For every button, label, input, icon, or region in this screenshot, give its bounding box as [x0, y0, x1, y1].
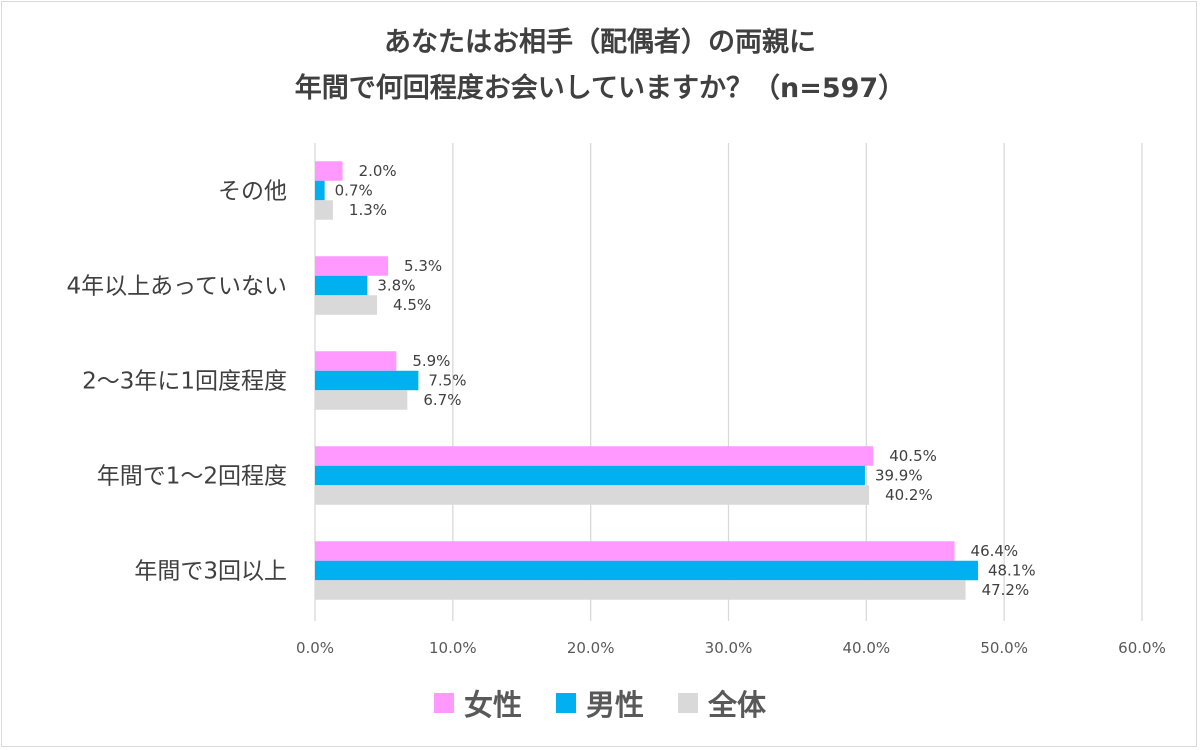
bar-全体	[315, 390, 408, 410]
bar-全体	[315, 580, 966, 600]
data-label: 48.1%	[988, 562, 1036, 580]
chart-title-line-2: 年間で何回程度お会いしていますか？（n=597）	[294, 73, 906, 104]
data-label: 5.3%	[404, 257, 442, 275]
category-label: 年間で3回以上	[134, 559, 287, 585]
bar-全体	[315, 295, 378, 315]
x-tick-label: 0.0%	[296, 639, 334, 657]
x-tick-label: 40.0%	[843, 639, 891, 657]
legend-swatch	[678, 693, 698, 713]
x-tick-label: 50.0%	[980, 639, 1028, 657]
category-label: 2〜3年に1回度程度	[82, 369, 287, 395]
legend-item: 全体	[678, 682, 766, 724]
bar-男性	[315, 275, 368, 296]
category-label: 4年以上あっていない	[67, 274, 287, 300]
bar-女性	[315, 256, 389, 276]
bar-男性	[315, 465, 865, 486]
data-label: 0.7%	[335, 182, 373, 200]
bar-女性	[315, 351, 397, 371]
x-tick-label: 60.0%	[1118, 639, 1166, 657]
legend-label: 女性	[463, 688, 522, 722]
data-label: 4.5%	[393, 296, 431, 314]
legend-label: 全体	[708, 688, 767, 722]
data-label: 47.2%	[982, 581, 1030, 599]
data-label: 7.5%	[428, 372, 466, 390]
data-label: 40.5%	[889, 447, 937, 465]
bar-男性	[315, 370, 419, 391]
legend-item: 男性	[555, 682, 644, 724]
category-label: 年間で1〜2回程度	[97, 464, 287, 490]
category-label: その他	[218, 179, 287, 205]
bar-女性	[315, 541, 955, 561]
bar-全体	[315, 200, 333, 220]
x-tick-label: 20.0%	[567, 639, 615, 657]
legend-item: 女性	[433, 682, 522, 724]
data-label: 6.7%	[423, 391, 461, 409]
legend: 女性 男性 全体	[0, 682, 1200, 724]
bar-全体	[315, 485, 870, 505]
data-label: 40.2%	[885, 486, 933, 504]
bar-男性	[315, 180, 325, 201]
legend-label: 男性	[585, 688, 644, 722]
legend-swatch	[433, 693, 454, 713]
bar-女性	[315, 446, 874, 466]
data-label: 5.9%	[412, 352, 450, 370]
x-tick-label: 10.0%	[429, 639, 477, 657]
data-label: 2.0%	[359, 162, 397, 180]
bar-女性	[315, 161, 343, 181]
legend-swatch	[555, 693, 576, 713]
x-tick-label: 30.0%	[705, 639, 753, 657]
data-label: 39.9%	[875, 467, 923, 485]
data-label: 3.8%	[377, 277, 415, 295]
data-label: 1.3%	[349, 201, 387, 219]
chart-title-line-1: あなたはお相手（配偶者）の両親に	[384, 27, 816, 58]
data-label: 46.4%	[971, 542, 1019, 560]
bar-男性	[315, 560, 978, 581]
